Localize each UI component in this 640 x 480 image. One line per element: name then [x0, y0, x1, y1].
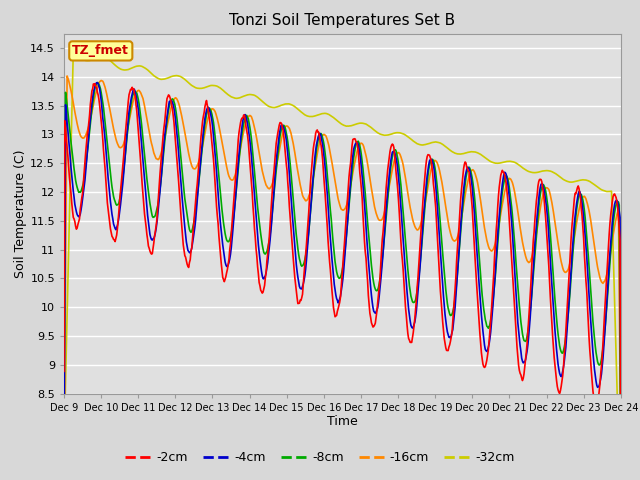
Text: TZ_fmet: TZ_fmet — [72, 44, 129, 58]
Y-axis label: Soil Temperature (C): Soil Temperature (C) — [15, 149, 28, 278]
X-axis label: Time: Time — [327, 415, 358, 429]
Title: Tonzi Soil Temperatures Set B: Tonzi Soil Temperatures Set B — [229, 13, 456, 28]
Legend: -2cm, -4cm, -8cm, -16cm, -32cm: -2cm, -4cm, -8cm, -16cm, -32cm — [120, 446, 520, 469]
